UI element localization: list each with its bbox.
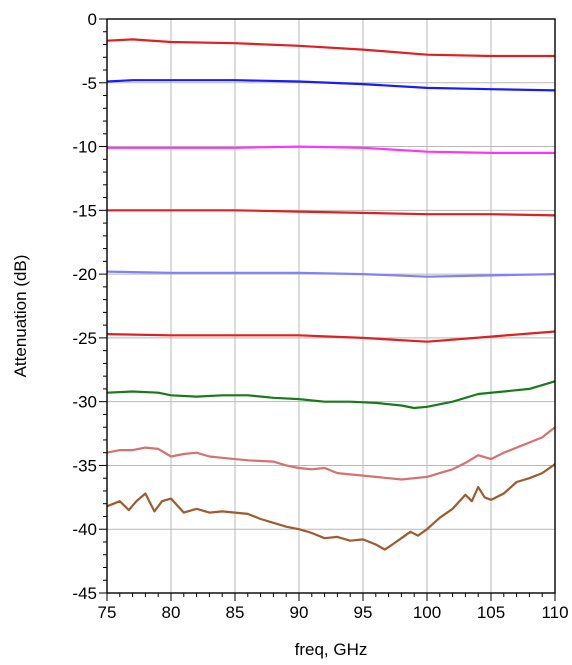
- x-axis-label: freq, GHz: [295, 640, 368, 659]
- axes: [99, 18, 556, 601]
- series-lines: [106, 38, 556, 551]
- x-tick-label: 95: [354, 603, 373, 622]
- y-tick-label: -25: [72, 329, 97, 348]
- grid: [107, 19, 555, 593]
- y-tick-label: -30: [72, 393, 97, 412]
- y-tick-label: -5: [82, 74, 97, 93]
- x-tick-label: 100: [413, 603, 441, 622]
- y-tick-label: -35: [72, 456, 97, 475]
- series-line-4: [107, 209, 556, 217]
- series-line-3: [107, 145, 555, 154]
- y-tick-label: -40: [72, 520, 97, 539]
- x-tick-label: 110: [541, 603, 568, 622]
- y-tick-label: -10: [72, 138, 97, 157]
- plot-frame: [106, 18, 556, 594]
- x-tick-label: 80: [162, 603, 181, 622]
- series-line-7: [106, 380, 556, 410]
- y-tick-label: -45: [72, 584, 97, 603]
- series-line-1: [106, 38, 555, 58]
- x-tick-label: 75: [98, 603, 117, 622]
- series-line-6: [106, 330, 556, 343]
- x-tick-label: 85: [226, 603, 245, 622]
- series-line-8: [106, 426, 556, 481]
- tick-labels: 75 80 85 90 95 100 105 110 0 -5 -10 -15 -20 -25 -30 -35…: [72, 10, 568, 622]
- series-line-9: [106, 463, 556, 551]
- y-tick-label: -15: [72, 201, 97, 220]
- series-line-5: [106, 270, 556, 278]
- series-line-2: [106, 79, 556, 92]
- x-tick-label: 90: [290, 603, 309, 622]
- y-tick-label: 0: [88, 10, 97, 29]
- y-tick-label: -20: [72, 265, 97, 284]
- x-tick-label: 105: [477, 603, 505, 622]
- y-axis-label: Attenuation (dB): [11, 255, 30, 378]
